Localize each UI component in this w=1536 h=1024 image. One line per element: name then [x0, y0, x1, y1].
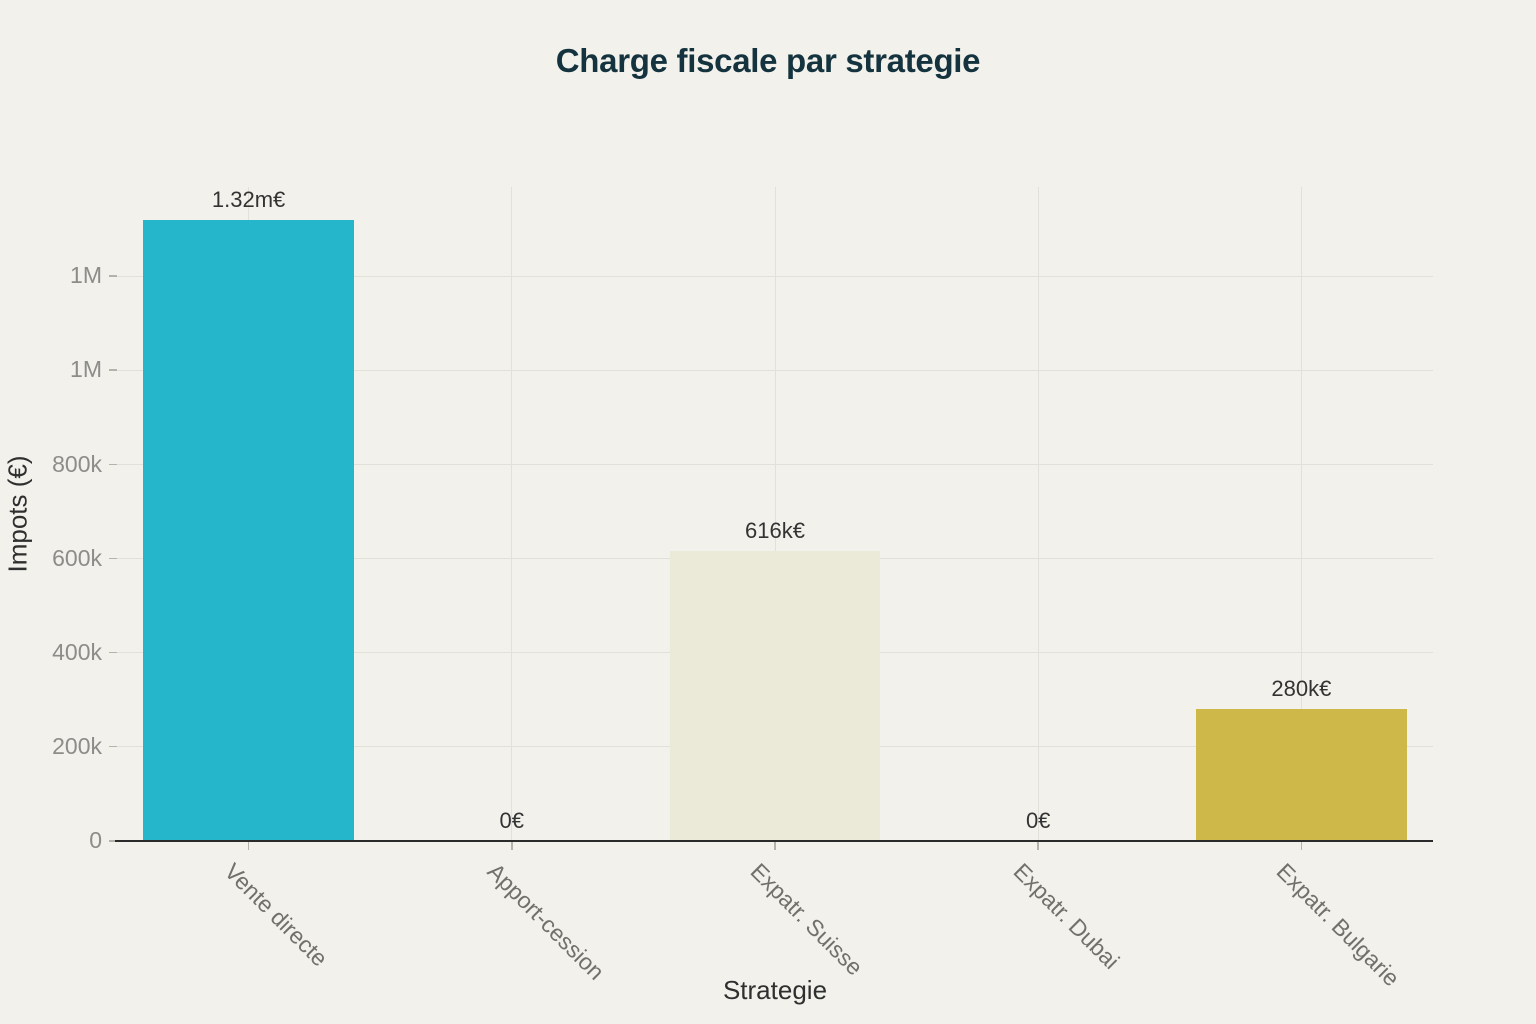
gridline-vertical: [511, 187, 513, 841]
y-tick-mark: [109, 557, 117, 560]
x-tick-mark: [1037, 842, 1039, 850]
x-tick-label: Expatr. Suisse: [745, 858, 868, 981]
bar-value-label: 0€: [1025, 808, 1051, 833]
y-tick-mark: [109, 369, 117, 371]
gridline-vertical: [1037, 187, 1039, 841]
x-tick-mark: [247, 842, 250, 850]
x-tick-label: Vente directe: [219, 858, 333, 972]
bar-value-label: 1.32m€: [211, 186, 286, 212]
gridline-vertical: [1300, 187, 1302, 841]
x-tick-mark: [774, 842, 776, 850]
bar[interactable]: [1196, 709, 1407, 841]
y-tick-label: 200k: [52, 732, 102, 759]
x-tick-mark: [1300, 842, 1303, 850]
x-tick-label: Expatr. Dubai: [1008, 858, 1125, 975]
x-tick-mark: [511, 842, 513, 850]
x-tick-label: Apport-cession: [482, 858, 610, 985]
bar-value-label: 616k€: [745, 518, 805, 544]
gridline-horizontal: [117, 369, 1433, 371]
y-tick-mark: [109, 745, 117, 748]
y-tick-mark: [109, 840, 117, 842]
gridline-horizontal: [117, 275, 1433, 277]
bar-value-label: 0€: [499, 808, 525, 833]
chart-title: Charge fiscale par strategie: [555, 42, 981, 79]
bar-value-label: 280k€: [1271, 676, 1332, 702]
y-tick-mark: [109, 651, 117, 654]
y-tick-label: 400k: [52, 638, 102, 665]
bar[interactable]: [669, 551, 881, 841]
gridline-vertical: [774, 187, 776, 841]
x-axis-line: [115, 840, 1433, 842]
bar[interactable]: [143, 219, 354, 841]
x-axis-title: Strategie: [722, 975, 828, 1005]
y-tick-mark: [109, 463, 117, 466]
y-tick-label: 1M: [70, 262, 102, 289]
y-tick-label: 0: [89, 827, 102, 853]
gridline-horizontal: [117, 464, 1433, 466]
y-tick-label: 1M: [70, 356, 102, 383]
y-tick-mark: [109, 275, 117, 277]
x-tick-label: Expatr. Bulgarie: [1272, 858, 1406, 992]
y-tick-label: 800k: [52, 450, 102, 477]
y-tick-label: 600k: [52, 544, 102, 571]
